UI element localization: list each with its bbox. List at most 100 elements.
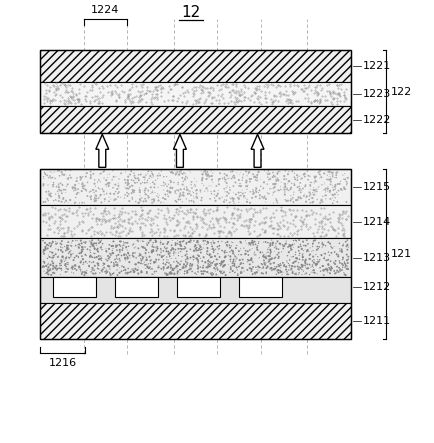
Point: [83, 187, 90, 194]
Point: [197, 187, 204, 194]
Point: [313, 186, 320, 193]
Point: [129, 183, 136, 190]
Point: [269, 255, 276, 262]
Point: [114, 256, 121, 263]
Point: [93, 254, 100, 261]
Point: [291, 258, 298, 265]
Point: [39, 237, 46, 244]
Point: [233, 255, 240, 262]
Point: [67, 196, 74, 203]
Point: [207, 188, 214, 195]
Point: [114, 186, 121, 193]
Point: [343, 265, 350, 272]
Point: [197, 246, 204, 253]
Point: [322, 242, 329, 249]
Point: [275, 249, 282, 256]
Point: [138, 268, 145, 276]
Point: [79, 199, 85, 206]
Point: [295, 263, 302, 270]
Point: [201, 268, 208, 275]
Point: [257, 249, 264, 256]
Point: [252, 269, 259, 276]
Point: [265, 253, 272, 260]
Point: [343, 178, 350, 185]
Point: [40, 246, 47, 253]
Point: [136, 189, 143, 196]
Point: [163, 256, 170, 263]
Point: [251, 249, 258, 256]
Point: [247, 178, 253, 185]
Point: [48, 272, 55, 279]
Point: [315, 245, 322, 252]
Point: [288, 266, 295, 273]
Point: [95, 194, 102, 202]
Point: [135, 238, 142, 245]
Point: [120, 238, 127, 245]
Point: [101, 260, 108, 267]
Point: [237, 245, 244, 253]
Point: [192, 242, 199, 249]
Point: [108, 242, 115, 249]
Point: [163, 245, 170, 252]
Point: [126, 259, 133, 266]
Point: [276, 253, 283, 260]
Point: [161, 265, 168, 272]
Point: [72, 261, 79, 268]
Point: [216, 176, 223, 183]
Point: [117, 238, 124, 245]
Point: [55, 192, 62, 199]
Point: [272, 195, 279, 202]
Point: [307, 264, 314, 271]
Point: [302, 257, 309, 264]
Point: [240, 194, 247, 201]
Point: [49, 238, 56, 245]
Point: [275, 168, 282, 175]
Point: [322, 195, 329, 202]
Point: [325, 262, 332, 269]
Point: [58, 241, 65, 248]
Point: [164, 183, 171, 190]
Point: [273, 263, 280, 270]
Point: [79, 256, 86, 263]
Point: [124, 269, 131, 276]
Point: [214, 190, 221, 197]
Point: [69, 175, 76, 182]
Point: [224, 238, 231, 245]
Point: [47, 266, 54, 273]
Point: [207, 239, 214, 246]
Point: [152, 238, 159, 245]
Point: [275, 246, 282, 253]
Point: [136, 187, 143, 194]
Point: [72, 262, 79, 269]
Point: [204, 245, 211, 253]
Polygon shape: [174, 134, 186, 167]
Point: [334, 263, 341, 270]
Point: [150, 239, 157, 246]
Point: [92, 197, 99, 204]
Point: [339, 242, 346, 249]
Point: [172, 188, 179, 195]
Point: [344, 241, 351, 249]
Point: [49, 183, 56, 190]
Point: [120, 267, 127, 274]
Point: [340, 269, 347, 276]
Point: [82, 173, 89, 180]
Point: [149, 241, 156, 249]
Point: [261, 251, 268, 258]
Point: [77, 266, 84, 273]
Point: [276, 263, 283, 270]
Point: [222, 272, 229, 279]
Point: [87, 172, 94, 179]
Point: [148, 271, 155, 278]
Point: [301, 190, 308, 198]
Point: [237, 239, 244, 246]
Point: [342, 272, 349, 279]
Point: [341, 258, 348, 265]
Point: [95, 176, 102, 183]
Point: [79, 253, 85, 260]
Point: [344, 174, 351, 181]
Point: [96, 255, 103, 262]
Point: [171, 258, 178, 265]
Point: [46, 192, 53, 199]
Point: [62, 197, 69, 204]
